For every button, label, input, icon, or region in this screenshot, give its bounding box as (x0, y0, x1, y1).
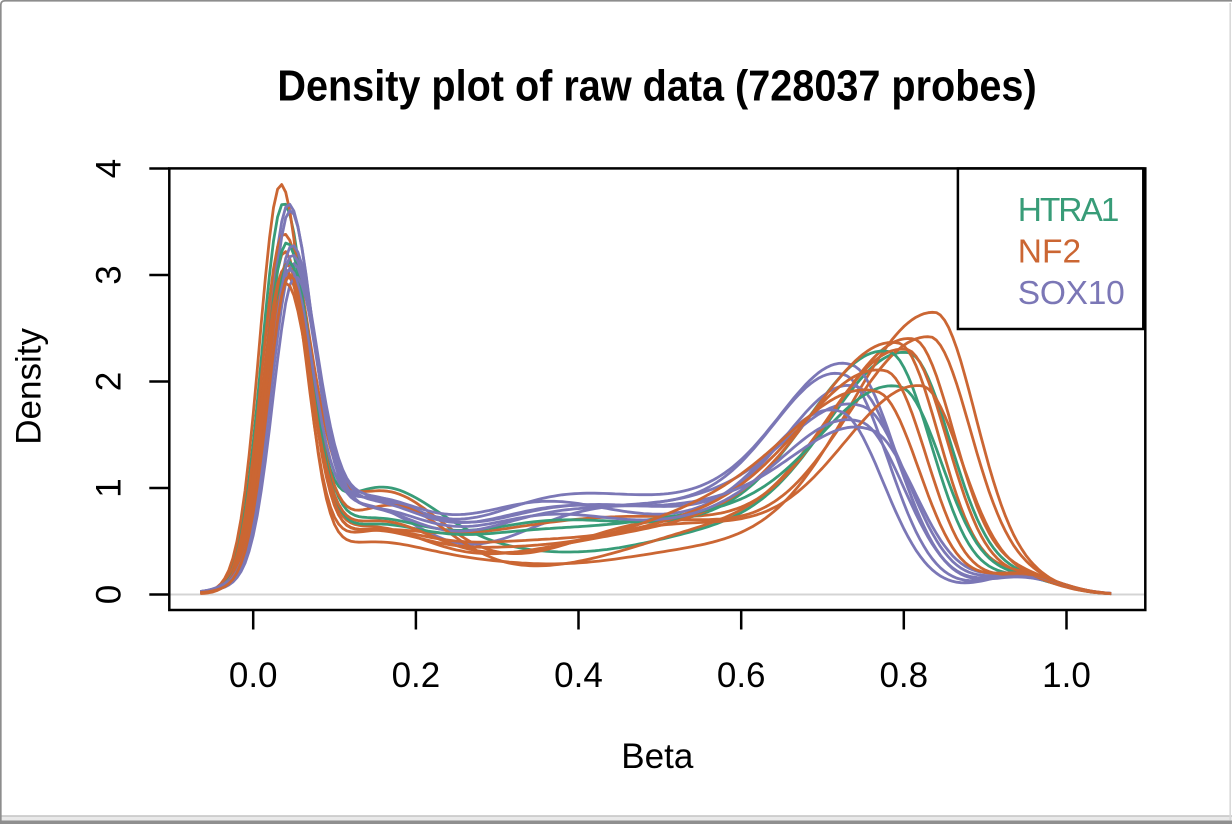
svg-text:HTRA1: HTRA1 (1018, 192, 1120, 229)
svg-text:3: 3 (90, 265, 129, 284)
svg-text:Beta: Beta (621, 737, 694, 776)
svg-text:0.8: 0.8 (879, 656, 928, 695)
svg-text:0.6: 0.6 (717, 656, 766, 695)
svg-text:Density: Density (10, 328, 49, 445)
svg-text:0.4: 0.4 (554, 656, 603, 695)
svg-text:Density plot of raw data (7280: Density plot of raw data (728037 probes) (277, 62, 1036, 110)
svg-text:0: 0 (90, 585, 129, 604)
svg-text:4: 4 (90, 159, 129, 178)
svg-text:1.0: 1.0 (1042, 656, 1091, 695)
svg-text:0.0: 0.0 (229, 656, 278, 695)
svg-text:2: 2 (90, 372, 129, 391)
svg-text:0.2: 0.2 (392, 656, 441, 695)
svg-text:NF2: NF2 (1018, 234, 1081, 271)
svg-text:SOX10: SOX10 (1018, 275, 1125, 312)
svg-text:1: 1 (90, 478, 129, 497)
